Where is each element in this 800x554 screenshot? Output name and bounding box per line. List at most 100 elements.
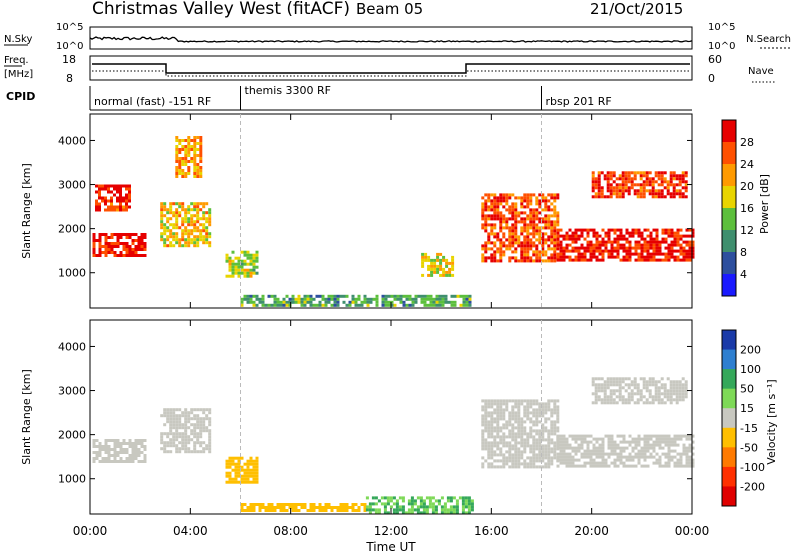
data-cell [399, 294, 403, 298]
data-cell [333, 300, 337, 304]
data-cell [490, 414, 494, 418]
data-cell [276, 303, 280, 307]
data-cell [487, 462, 491, 466]
data-cell [166, 417, 170, 421]
data-cell [234, 477, 238, 481]
data-cell [544, 417, 548, 421]
data-cell [666, 183, 670, 187]
data-cell [688, 249, 692, 253]
data-cell [508, 459, 512, 463]
data-cell [511, 241, 515, 245]
data-cell [624, 177, 628, 181]
data-cell [288, 297, 292, 301]
data-cell [172, 408, 176, 412]
data-cell [119, 457, 123, 460]
data-cell [445, 258, 449, 262]
data-cell [583, 452, 587, 456]
data-cell [199, 435, 203, 439]
data-cell [487, 399, 491, 403]
data-cell [116, 454, 120, 457]
data-cell [532, 193, 536, 197]
data-cell [627, 398, 631, 402]
data-cell [651, 189, 655, 193]
data-cell [490, 199, 494, 203]
data-cell [598, 464, 602, 468]
data-cell [175, 217, 179, 221]
data-cell [685, 458, 689, 462]
data-cell [190, 429, 194, 433]
data-cell [202, 238, 206, 242]
data-cell [550, 411, 554, 415]
data-cell [672, 183, 676, 187]
data-cell [134, 245, 138, 248]
data-cell [544, 220, 548, 224]
data-cell [175, 136, 179, 139]
data-cell [655, 258, 659, 262]
data-cell [240, 456, 244, 460]
data-cell [688, 255, 692, 259]
data-cell [553, 205, 557, 209]
data-cell [601, 458, 605, 462]
data-cell [553, 423, 557, 427]
data-cell [237, 262, 241, 266]
data-cell [676, 249, 680, 253]
data-cell [660, 183, 664, 187]
data-cell [416, 505, 420, 509]
data-cell [541, 456, 545, 460]
data-cell [658, 443, 662, 447]
data-cell [342, 300, 346, 304]
data-cell [237, 259, 241, 263]
data-cell [246, 294, 250, 298]
data-cell [499, 211, 503, 215]
data-cell [568, 446, 572, 450]
data-cell [580, 446, 584, 450]
data-cell [601, 446, 605, 450]
data-cell [231, 274, 235, 278]
data-cell [672, 383, 676, 387]
data-cell [580, 234, 584, 238]
data-cell [196, 229, 200, 233]
power-ylabel: Slant Range [km] [20, 163, 33, 259]
data-cell [670, 252, 674, 256]
data-cell [166, 414, 170, 418]
data-cell [160, 211, 164, 215]
data-cell [535, 211, 539, 215]
data-cell [438, 303, 442, 307]
data-cell [225, 256, 229, 260]
data-cell [547, 226, 551, 230]
data-cell [532, 441, 536, 445]
data-cell [553, 232, 557, 236]
data-cell [559, 252, 563, 256]
colorbar-tick-label: 12 [740, 224, 754, 237]
data-cell [654, 174, 658, 178]
data-cell [511, 226, 515, 230]
data-cell [490, 217, 494, 221]
data-cell [529, 214, 533, 218]
data-cell [541, 423, 545, 427]
data-cell [688, 234, 692, 238]
data-cell [493, 420, 497, 424]
data-cell [541, 435, 545, 439]
data-cell [321, 509, 325, 512]
data-cell [327, 503, 331, 506]
data-cell [559, 255, 563, 259]
data-cell [484, 420, 488, 424]
data-cell [246, 262, 250, 266]
data-cell [187, 438, 191, 442]
data-cell [586, 452, 590, 456]
data-cell [663, 392, 667, 396]
data-cell [178, 423, 182, 427]
data-cell [481, 405, 485, 409]
data-cell [526, 229, 530, 233]
data-cell [538, 402, 542, 406]
data-cell [288, 300, 292, 304]
data-cell [205, 426, 209, 430]
data-cell [487, 214, 491, 218]
data-cell [589, 255, 593, 259]
data-cell [440, 508, 444, 512]
data-cell [122, 196, 125, 200]
data-cell [339, 506, 343, 509]
data-cell [231, 459, 235, 463]
data-cell [160, 447, 164, 451]
data-cell [187, 205, 191, 209]
